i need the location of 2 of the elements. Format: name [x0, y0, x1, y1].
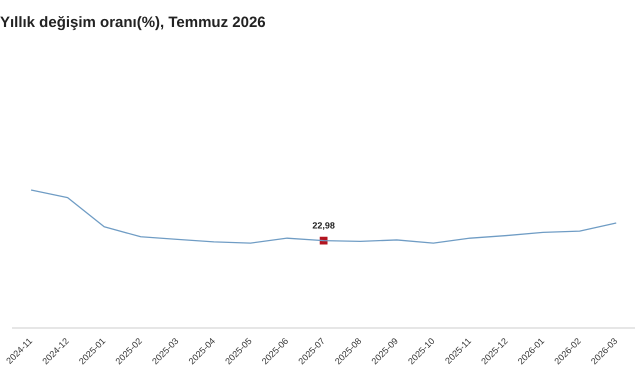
annotation: 22,98: [312, 220, 335, 231]
chart-title: Yıllık değişim oranı(%), Temmuz 2026: [0, 14, 266, 31]
